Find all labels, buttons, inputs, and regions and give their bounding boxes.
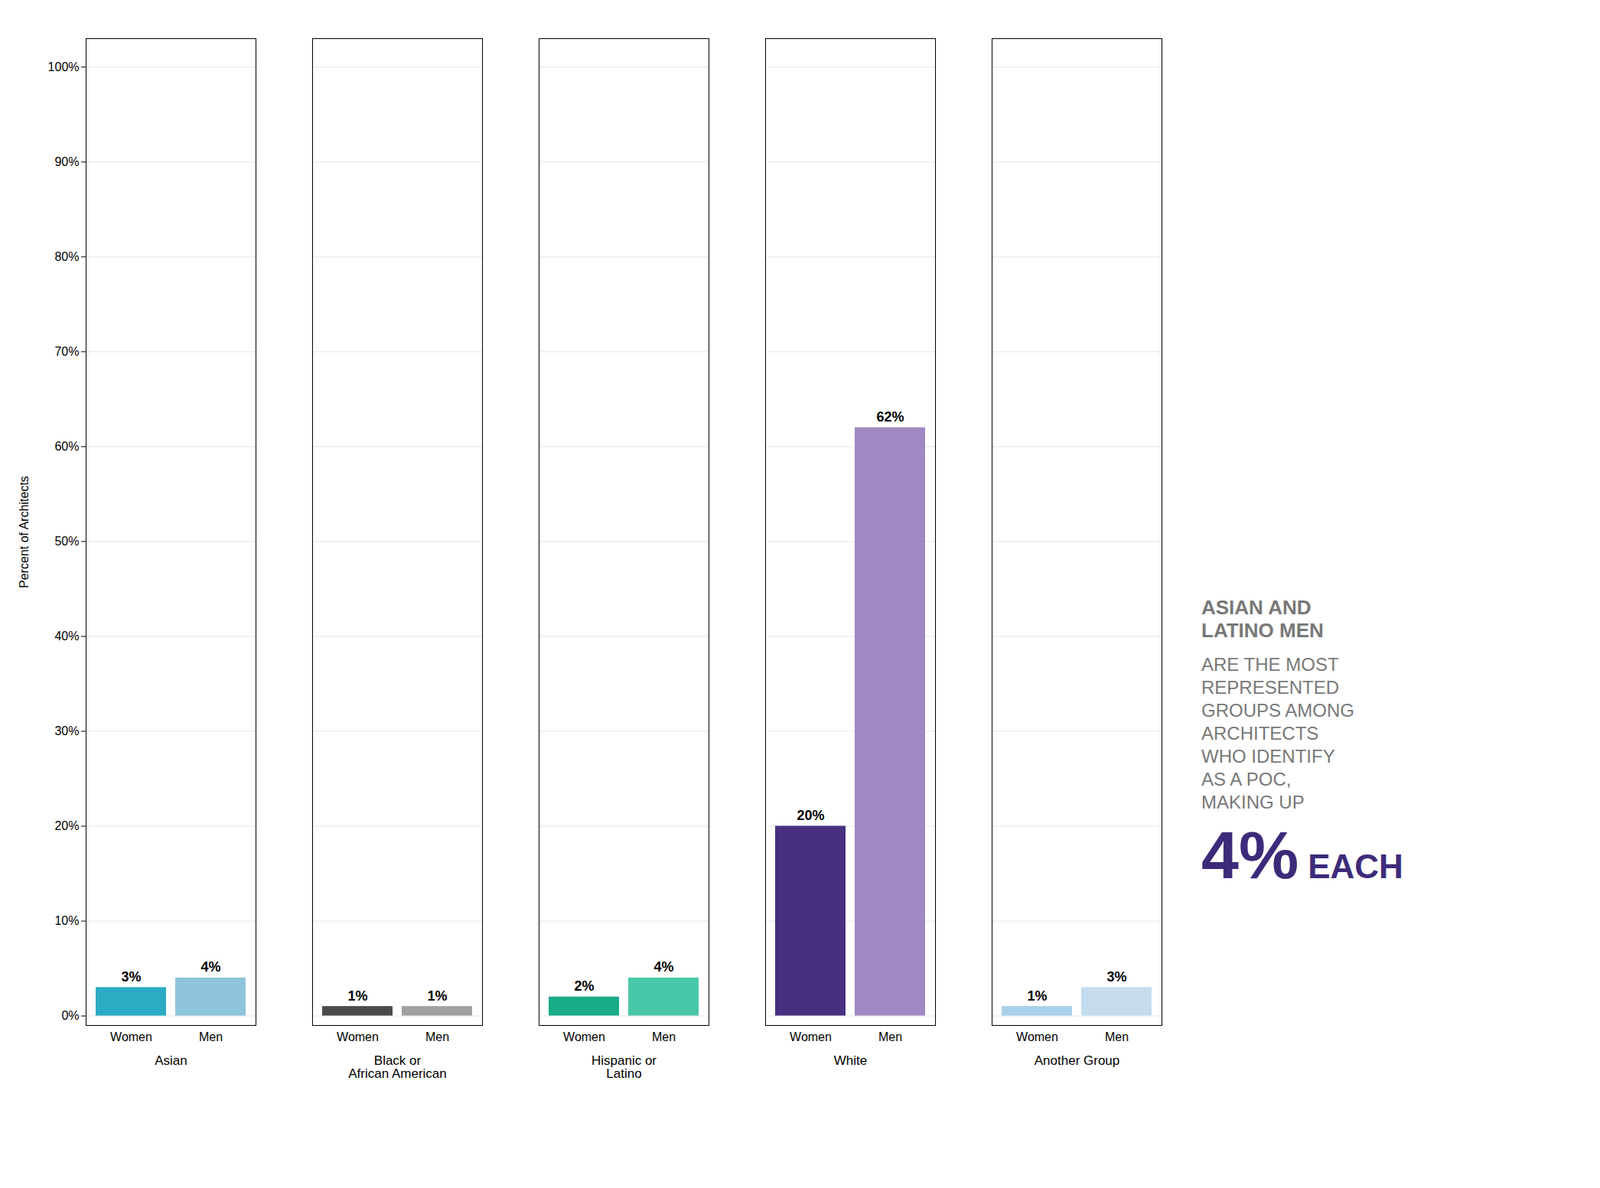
svg-text:70%: 70% xyxy=(54,345,79,359)
svg-text:Men: Men xyxy=(425,1030,450,1044)
svg-text:30%: 30% xyxy=(54,724,79,738)
svg-text:90%: 90% xyxy=(54,155,79,169)
svg-text:Women: Women xyxy=(789,1030,832,1044)
svg-text:White: White xyxy=(834,1053,867,1069)
svg-text:0%: 0% xyxy=(61,1009,79,1023)
svg-text:Men: Men xyxy=(878,1030,903,1044)
svg-text:2%: 2% xyxy=(573,978,594,994)
svg-text:Women: Women xyxy=(1016,1030,1059,1044)
svg-text:Women: Women xyxy=(110,1030,153,1044)
svg-text:Men: Men xyxy=(198,1030,223,1044)
svg-text:Hispanic orLatino: Hispanic orLatino xyxy=(591,1053,657,1082)
svg-text:3%: 3% xyxy=(120,969,141,985)
svg-text:4%: 4% xyxy=(200,959,221,975)
svg-text:4%: 4% xyxy=(653,959,674,975)
svg-text:Men: Men xyxy=(1104,1030,1129,1044)
svg-text:Men: Men xyxy=(651,1030,676,1044)
svg-text:100%: 100% xyxy=(48,60,80,74)
svg-text:20%: 20% xyxy=(796,808,825,824)
svg-text:1%: 1% xyxy=(426,988,447,1004)
svg-text:1%: 1% xyxy=(1026,988,1047,1004)
svg-text:Women: Women xyxy=(563,1030,606,1044)
svg-text:Asian: Asian xyxy=(154,1053,188,1069)
svg-text:Another Group: Another Group xyxy=(1034,1053,1121,1069)
html-text:ASIAN AND LATINO MEN: ASIAN AND LATINO MEN xyxy=(1201,596,1324,642)
svg-text:Black orAfrican American: Black orAfrican American xyxy=(348,1053,447,1082)
html-text:ARE THE MOST REPRESENTED GROUP: ARE THE MOST REPRESENTED GROUPS AMONG AR… xyxy=(1201,654,1355,813)
svg-text:62%: 62% xyxy=(876,409,904,425)
svg-text:Percent of Architects: Percent of Architects xyxy=(17,475,31,589)
svg-text:80%: 80% xyxy=(54,250,79,264)
svg-text:3%: 3% xyxy=(1106,969,1127,985)
svg-text:Women: Women xyxy=(336,1030,379,1044)
svg-text:20%: 20% xyxy=(54,819,79,833)
svg-text:10%: 10% xyxy=(54,914,79,928)
svg-text:60%: 60% xyxy=(54,439,79,453)
svg-text:50%: 50% xyxy=(54,534,79,548)
svg-text:1%: 1% xyxy=(347,988,368,1004)
html-text:4%EACH: 4%EACH xyxy=(1201,817,1404,893)
svg-text:40%: 40% xyxy=(54,629,79,643)
